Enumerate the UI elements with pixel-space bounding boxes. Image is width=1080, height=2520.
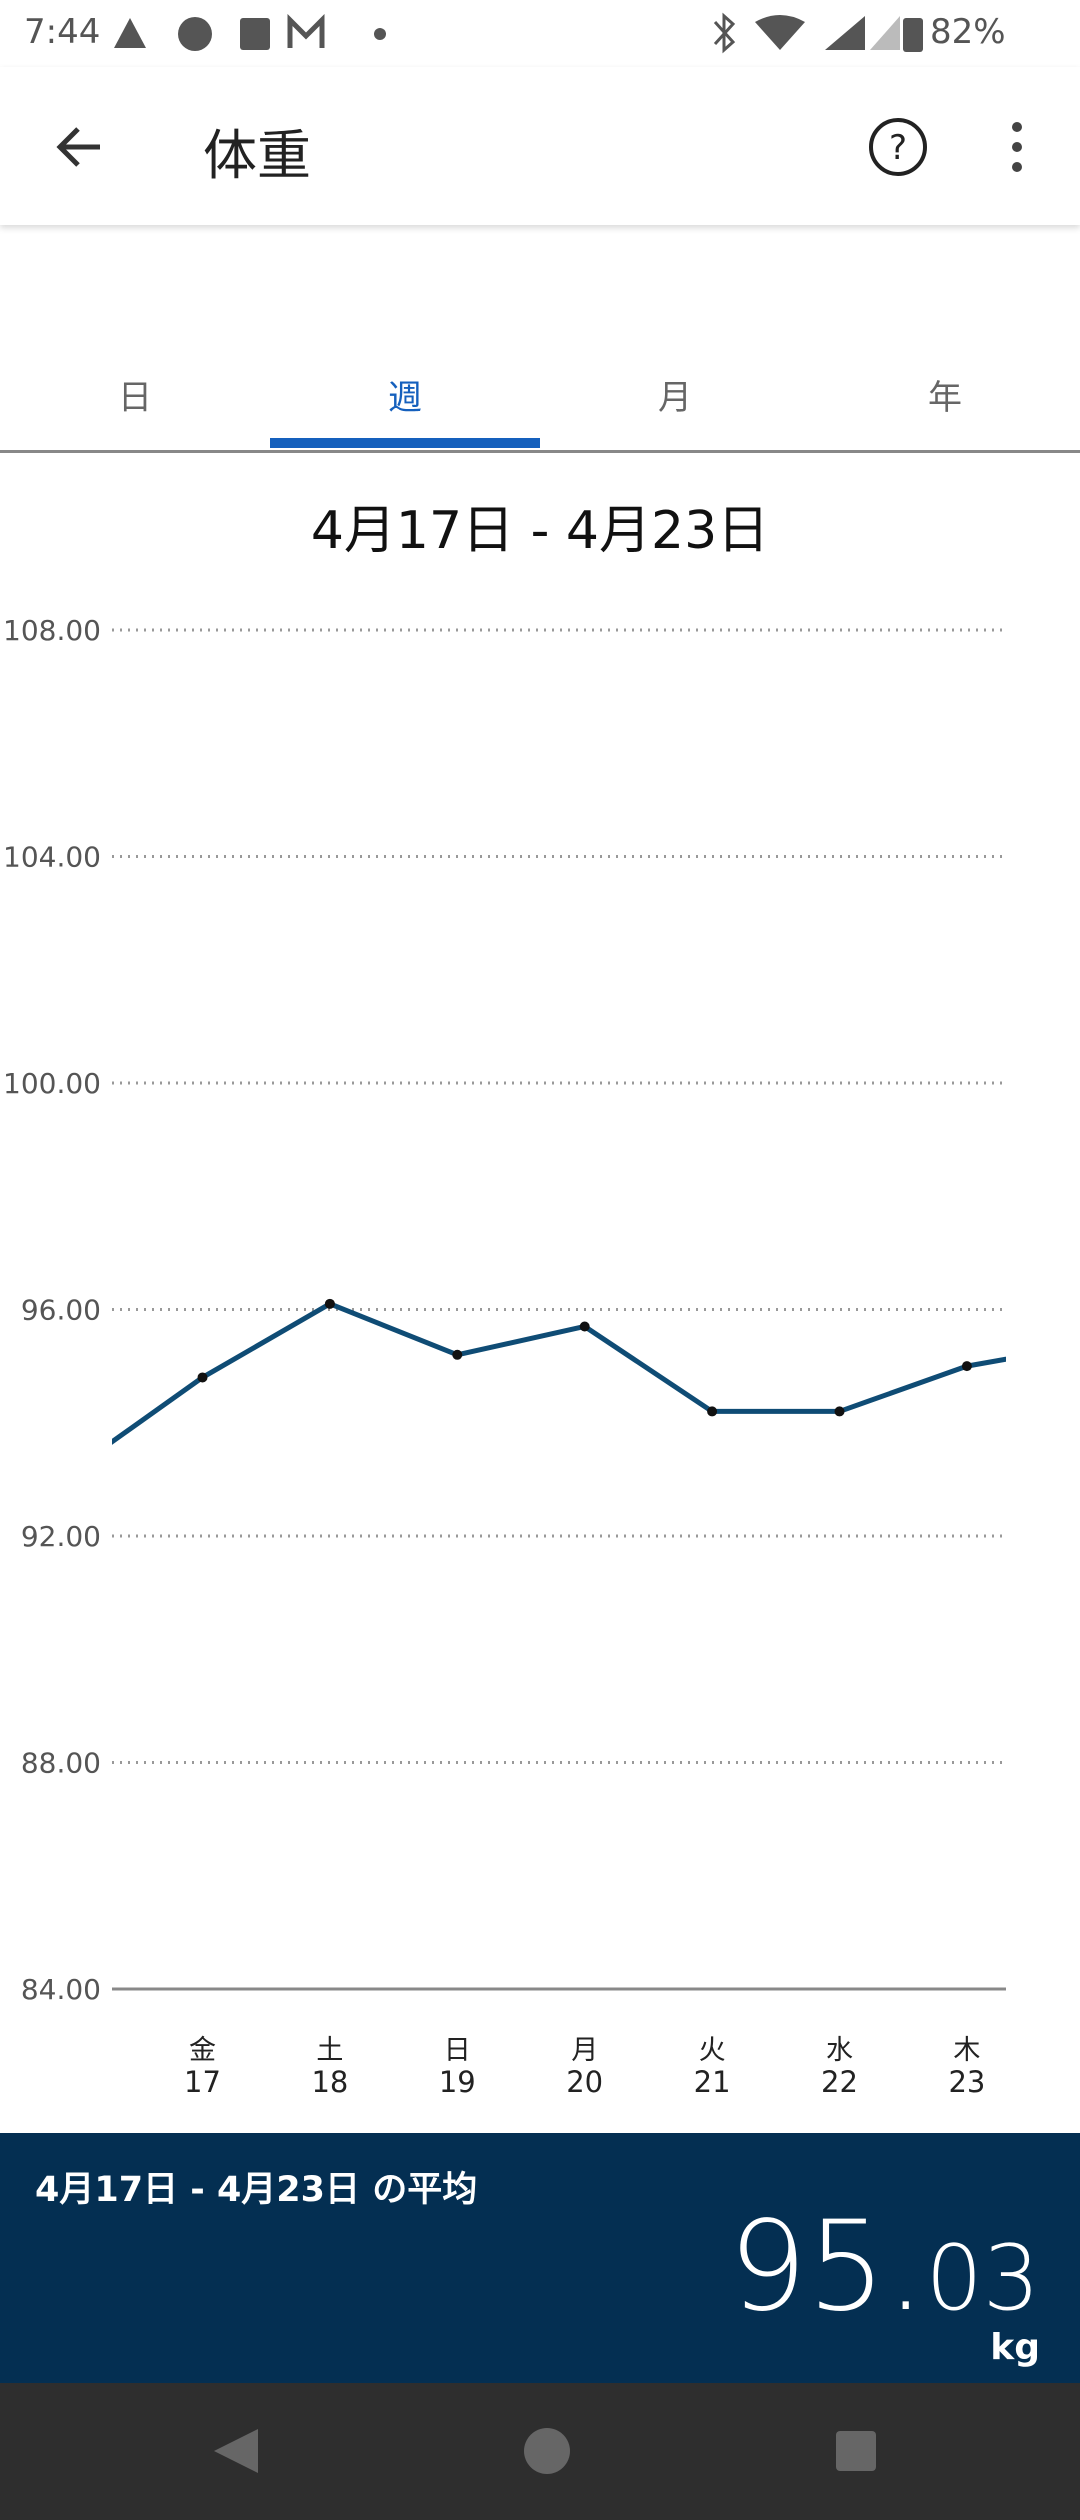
x-tick-label: 木 [953,2035,980,2066]
nav-icons [214,2428,876,2474]
average-unit: kg [990,2327,1040,2368]
x-tick-day: 17 [184,2065,221,2099]
status-time: 7:44 [24,12,101,52]
average-panel: 4月17日 - 4月23日 の平均 95.03 kg [0,2133,1080,2383]
x-tick-day: 21 [694,2065,731,2099]
x-tick-day: 18 [311,2065,348,2099]
x-tick-label: 水 [826,2035,853,2066]
tab[interactable]: 週 [388,378,422,418]
tab[interactable]: 日 [118,378,152,418]
x-tick-label: 金 [189,2035,216,2066]
x-tick-day: 22 [821,2065,858,2099]
data-point [452,1349,463,1360]
data-point [324,1298,335,1309]
average-value: 95.03 [728,2195,1040,2339]
y-tick-label: 84.00 [21,1973,101,2006]
average-label: 4月17日 - 4月23日 の平均 [35,2170,478,2210]
svg-text:?: ? [889,128,907,168]
y-tick-label: 92.00 [21,1520,101,1553]
data-point [834,1406,845,1417]
tab-bar: 日週月年 [0,340,1080,453]
chart: 4月17日 - 4月23日 84.00 88.00 92.00 96.00 100.00… [3,501,1006,2099]
nav-back[interactable] [214,2429,258,2473]
tab[interactable]: 月 [658,378,692,418]
x-tick-label: 土 [316,2035,343,2066]
x-tick-label: 日 [444,2035,471,2066]
status-bar: 7:44 82% [0,0,1080,67]
plot [112,1298,1006,1445]
app-bar: 体重 ? [0,67,1080,225]
app-title: 体重 [203,124,311,187]
y-tick-label: 88.00 [21,1747,101,1780]
help-button[interactable]: ? [868,117,928,177]
average-int: 95. [728,2195,926,2339]
chart-title: 4月17日 - 4月23日 [311,501,769,561]
x-tick-day: 23 [948,2065,985,2099]
tab[interactable]: 年 [928,378,962,418]
nav-home[interactable] [524,2428,570,2474]
tab-indicator [270,438,540,448]
data-point [197,1372,208,1383]
status-icons-right [713,12,923,54]
data-point [707,1406,718,1417]
y-tick-label: 104.00 [3,841,101,874]
weight-line [112,1301,1006,1445]
average-frac: 03 [925,2226,1040,2331]
y-tick-label: 100.00 [3,1067,101,1100]
x-tick-label: 火 [699,2035,726,2066]
x-tick-day: 19 [439,2065,476,2099]
x-tick-label: 月 [571,2035,598,2066]
nav-bar [0,2383,1080,2520]
y-tick-label: 108.00 [3,614,101,647]
y-tick-label: 96.00 [21,1294,101,1327]
back-button[interactable] [50,117,110,177]
nav-recents[interactable] [836,2431,876,2471]
status-icons [114,14,386,51]
data-point [961,1361,972,1372]
x-tick-day: 20 [566,2065,603,2099]
menu-button[interactable] [1002,117,1032,177]
data-point [579,1321,590,1332]
status-battery: 82% [930,12,1006,52]
